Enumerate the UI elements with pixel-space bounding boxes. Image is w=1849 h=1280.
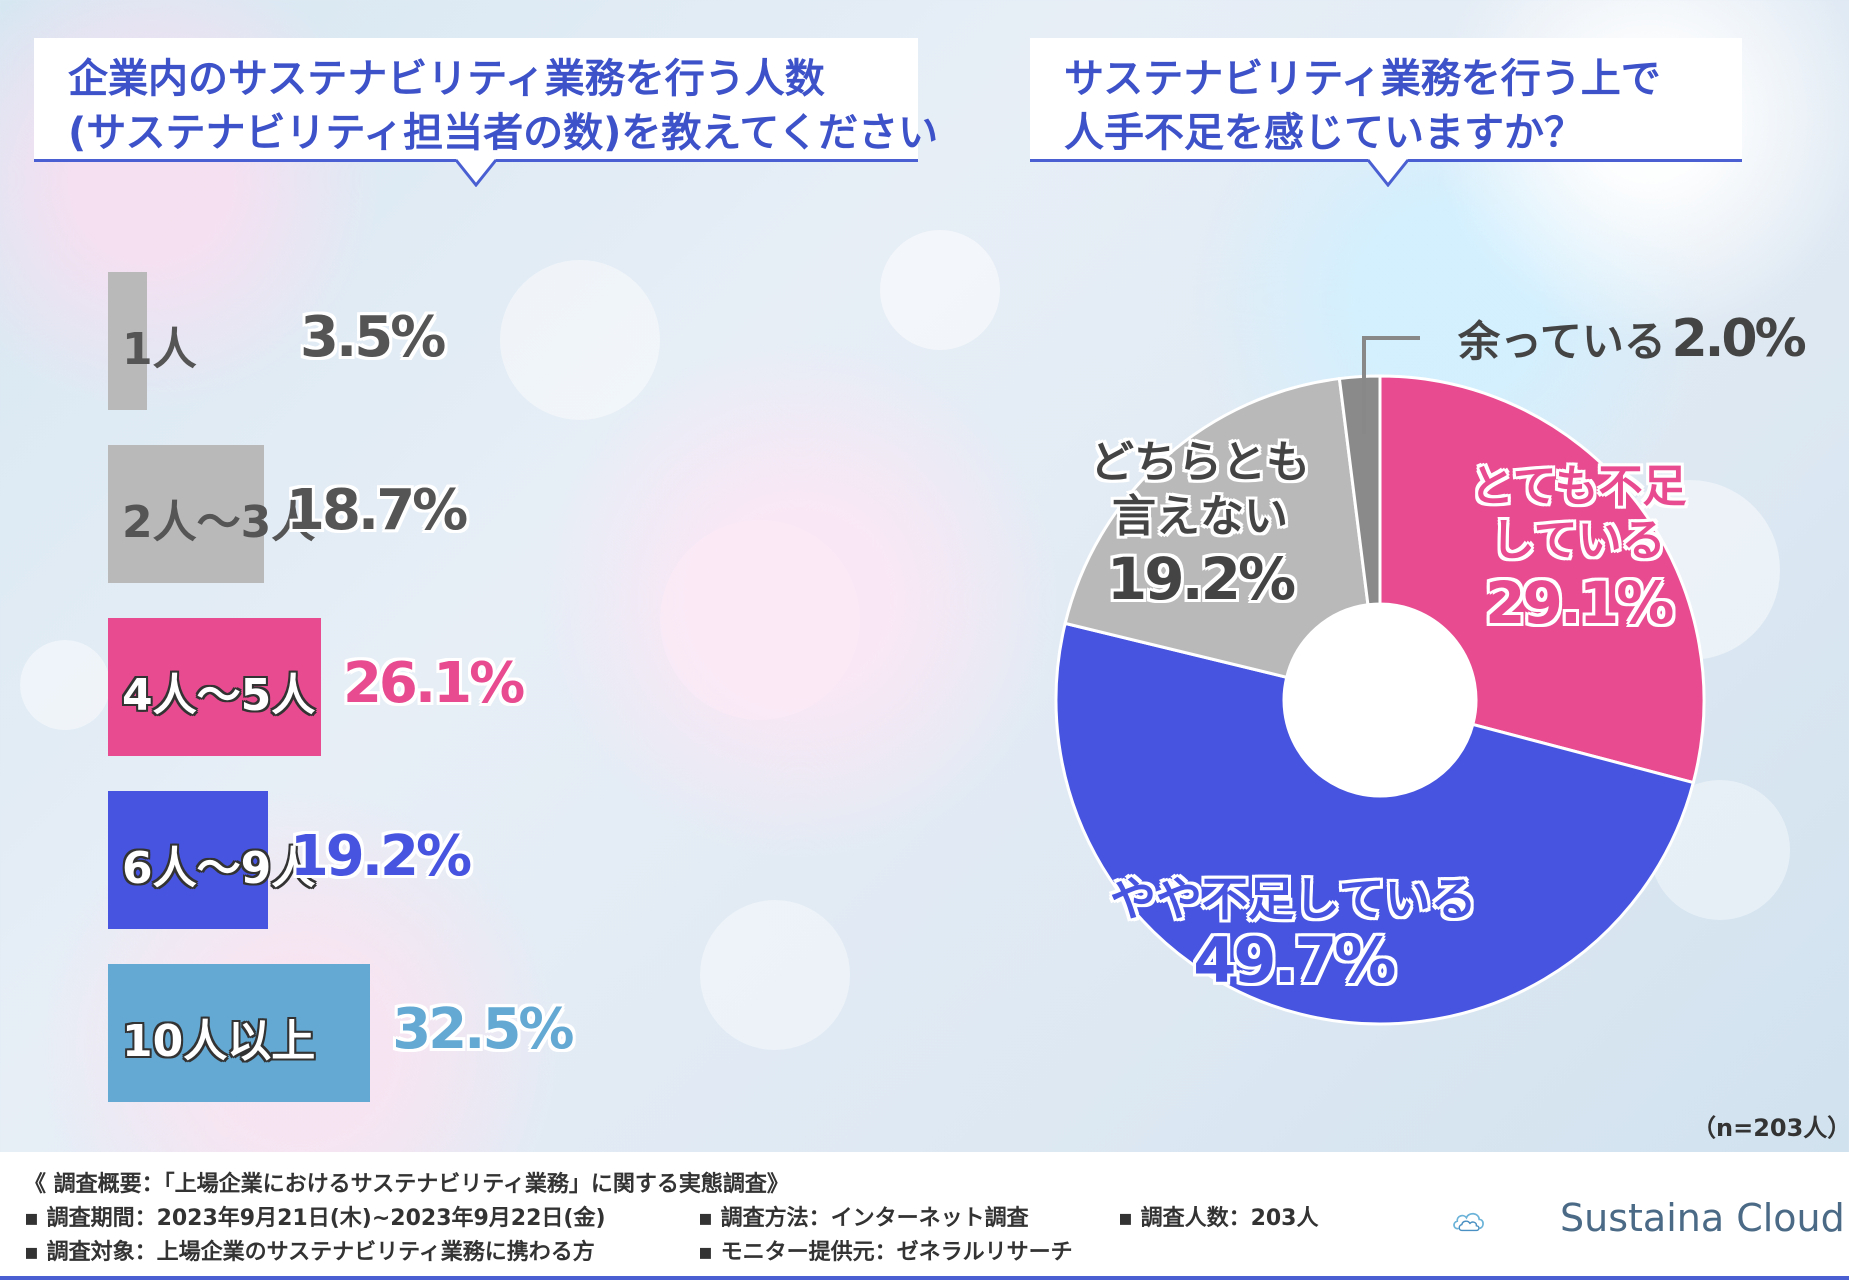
- pie-label-dochira: どちらとも 言えない 19.2%: [1090, 436, 1310, 614]
- pie-label-amatteiru-value: 2.0%: [1671, 309, 1806, 369]
- right-title-pointer: [1368, 159, 1408, 187]
- bar-value-4: 19.2%: [289, 824, 472, 889]
- pie-label-dochira-line2: 言えない: [1112, 491, 1288, 542]
- bokeh-decoration: [660, 520, 860, 720]
- survey-provider: ▪ モニター提供元：ゼネラルリサーチ: [698, 1240, 1073, 1265]
- bar-label-2: 2人〜3人: [122, 497, 316, 548]
- bokeh-decoration: [880, 230, 1000, 350]
- bar-1: [108, 272, 147, 410]
- bar-2: [108, 445, 264, 583]
- pie-label-yaya-line1: やや不足している: [1110, 872, 1477, 926]
- pie-label-dochira-value: 19.2%: [1106, 545, 1296, 613]
- survey-method: ▪ 調査方法：インターネット調査: [698, 1206, 1029, 1231]
- footer-bottom-line: [0, 1276, 1849, 1280]
- pie-label-yaya: やや不足している 49.7%: [1110, 872, 1477, 996]
- bokeh-decoration: [700, 900, 850, 1050]
- bar-3: [108, 618, 321, 756]
- donut-hole: [1284, 604, 1476, 796]
- left-title-line2: (サステナビリティ担当者の数)を教えてください: [68, 110, 939, 156]
- bar-value-1: 3.5%: [300, 305, 446, 370]
- cloud-logo-icon: [1453, 1212, 1484, 1232]
- pie-label-amatteiru-text: 余っている: [1458, 317, 1666, 366]
- bar-value-5: 32.5%: [392, 997, 574, 1062]
- pie-label-yaya-value: 49.7%: [1193, 924, 1396, 997]
- leader-line: [1362, 336, 1420, 434]
- survey-count: ▪ 調査人数：203人: [1118, 1206, 1319, 1231]
- right-chart-title: サステナビリティ業務を行う上で 人手不足を感じていますか？: [1030, 38, 1742, 162]
- pie-label-amatteiru: 余っている 2.0%: [1458, 308, 1807, 369]
- bokeh-decoration: [500, 260, 660, 420]
- right-title-line2: 人手不足を感じていますか？: [1064, 110, 1584, 156]
- donut-chart: [1054, 374, 1706, 1026]
- pie-label-totemo-value: 29.1%: [1485, 569, 1674, 637]
- left-title-line1: 企業内のサステナビリティ業務を行う人数: [68, 56, 825, 102]
- bar-4: [108, 791, 268, 929]
- bar-5: [108, 964, 371, 1102]
- bar-label-3: 4人〜5人: [122, 670, 316, 721]
- logo-text: Sustaina Cloud: [1560, 1196, 1845, 1240]
- bar-value-2: 18.7%: [285, 478, 468, 543]
- survey-footer: 《 調査概要：「上場企業におけるサステナビリティ業務」に関する実態調査》 ▪ 調…: [0, 1152, 1849, 1280]
- bar-label-4: 6人〜9人: [122, 843, 316, 894]
- bar-value-3: 26.1%: [342, 651, 525, 716]
- sample-size: （n=203人）: [1692, 1114, 1849, 1142]
- pie-label-totemo-line1: とても不足: [1470, 461, 1687, 512]
- bokeh-decoration: [20, 640, 110, 730]
- survey-target: ▪ 調査対象：上場企業のサステナビリティ業務に携わる方: [24, 1240, 595, 1265]
- pie-label-totemo-line2: している: [1490, 515, 1666, 566]
- pie-label-totemo: とても不足 している 29.1%: [1470, 460, 1686, 638]
- left-title-pointer: [456, 159, 496, 187]
- left-chart-title: 企業内のサステナビリティ業務を行う人数 (サステナビリティ担当者の数)を教えてく…: [34, 38, 939, 162]
- bar-label-1: 1人: [122, 324, 197, 375]
- donut-slice-3: [1063, 376, 1370, 680]
- bar-label-5: 10人以上: [122, 1016, 316, 1067]
- right-title-line1: サステナビリティ業務を行う上で: [1064, 56, 1661, 102]
- survey-summary: 《 調査概要：「上場企業におけるサステナビリティ業務」に関する実態調査》: [24, 1172, 789, 1197]
- pie-label-dochira-line1: どちらとも: [1090, 437, 1310, 488]
- survey-period: ▪ 調査期間：2023年9月21日(木)~2023年9月22日(金): [24, 1206, 606, 1231]
